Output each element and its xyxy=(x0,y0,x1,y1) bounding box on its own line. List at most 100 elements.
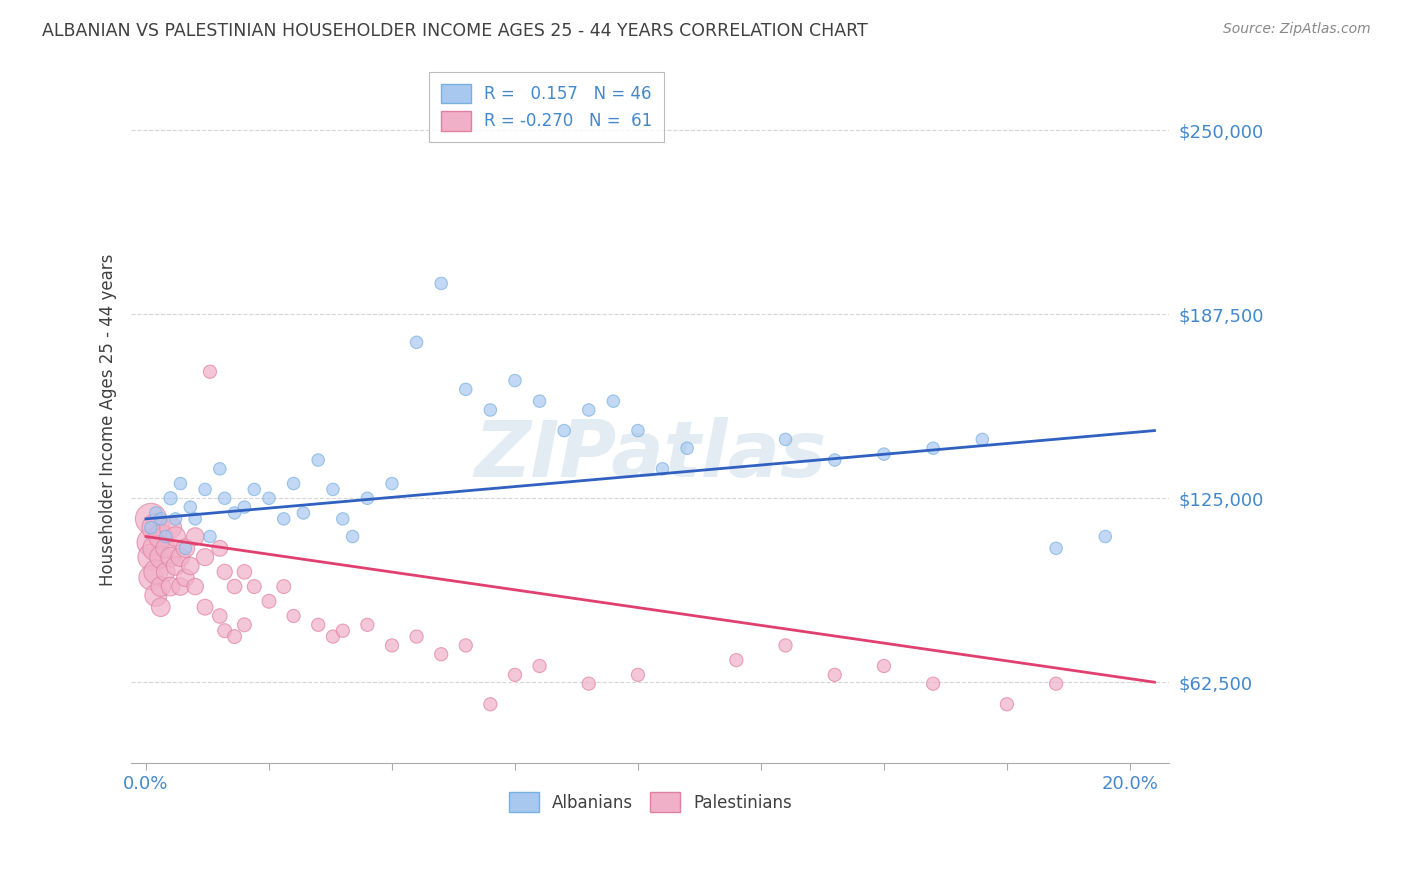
Point xyxy=(1045,541,1067,556)
Point xyxy=(922,442,945,456)
Point xyxy=(479,403,502,417)
Point xyxy=(165,558,187,573)
Legend: Albanians, Palestinians: Albanians, Palestinians xyxy=(496,780,803,823)
Point xyxy=(356,617,378,632)
Point xyxy=(454,639,477,653)
Point xyxy=(208,462,231,476)
Point xyxy=(165,529,187,543)
Point xyxy=(454,383,477,397)
Point xyxy=(356,491,378,506)
Point xyxy=(824,453,846,467)
Point xyxy=(332,512,354,526)
Point xyxy=(257,491,280,506)
Point xyxy=(224,630,246,644)
Point xyxy=(824,668,846,682)
Point xyxy=(179,558,201,573)
Point xyxy=(194,550,217,565)
Point xyxy=(139,571,162,585)
Point xyxy=(257,594,280,608)
Point xyxy=(174,571,197,585)
Point xyxy=(342,529,364,543)
Point xyxy=(273,512,295,526)
Point xyxy=(169,580,191,594)
Point xyxy=(479,698,502,712)
Point xyxy=(381,476,404,491)
Point xyxy=(322,630,344,644)
Point xyxy=(145,541,167,556)
Point xyxy=(165,512,187,526)
Point xyxy=(145,588,167,602)
Point xyxy=(292,506,315,520)
Text: ZIPatlas: ZIPatlas xyxy=(474,417,827,492)
Point xyxy=(159,580,181,594)
Point xyxy=(198,365,221,379)
Point xyxy=(149,600,172,615)
Point xyxy=(214,565,236,579)
Point xyxy=(149,529,172,543)
Point xyxy=(208,609,231,624)
Point xyxy=(233,500,256,514)
Point xyxy=(155,565,177,579)
Point xyxy=(430,277,453,291)
Point xyxy=(775,433,797,447)
Point xyxy=(972,433,994,447)
Point xyxy=(602,394,624,409)
Point xyxy=(208,541,231,556)
Point xyxy=(995,698,1018,712)
Point xyxy=(332,624,354,638)
Point xyxy=(578,676,600,690)
Point xyxy=(159,521,181,535)
Point xyxy=(529,394,551,409)
Point xyxy=(145,565,167,579)
Point xyxy=(224,506,246,520)
Point xyxy=(214,491,236,506)
Point xyxy=(243,580,266,594)
Point xyxy=(651,462,673,476)
Point xyxy=(873,447,896,461)
Point xyxy=(1045,676,1067,690)
Point xyxy=(775,639,797,653)
Point xyxy=(322,483,344,497)
Point xyxy=(139,512,162,526)
Point xyxy=(627,668,650,682)
Point xyxy=(149,580,172,594)
Point xyxy=(155,541,177,556)
Point xyxy=(174,541,197,556)
Text: Source: ZipAtlas.com: Source: ZipAtlas.com xyxy=(1223,22,1371,37)
Point xyxy=(381,639,404,653)
Point xyxy=(198,529,221,543)
Point xyxy=(174,541,197,556)
Point xyxy=(283,609,305,624)
Text: ALBANIAN VS PALESTINIAN HOUSEHOLDER INCOME AGES 25 - 44 YEARS CORRELATION CHART: ALBANIAN VS PALESTINIAN HOUSEHOLDER INCO… xyxy=(42,22,868,40)
Point xyxy=(194,600,217,615)
Point xyxy=(233,565,256,579)
Point xyxy=(243,483,266,497)
Point xyxy=(224,580,246,594)
Point xyxy=(676,442,699,456)
Point xyxy=(145,506,167,520)
Point xyxy=(184,580,207,594)
Point xyxy=(233,617,256,632)
Point xyxy=(1094,529,1116,543)
Point xyxy=(194,483,217,497)
Point xyxy=(184,529,207,543)
Point xyxy=(283,476,305,491)
Point xyxy=(405,630,427,644)
Point xyxy=(169,476,191,491)
Point xyxy=(139,550,162,565)
Point xyxy=(184,512,207,526)
Point xyxy=(139,521,162,535)
Point xyxy=(145,521,167,535)
Point xyxy=(725,653,748,667)
Point xyxy=(405,335,427,350)
Point xyxy=(159,550,181,565)
Point xyxy=(553,424,575,438)
Point xyxy=(627,424,650,438)
Point xyxy=(922,676,945,690)
Point xyxy=(529,659,551,673)
Point xyxy=(430,647,453,661)
Point xyxy=(307,617,329,632)
Y-axis label: Householder Income Ages 25 - 44 years: Householder Income Ages 25 - 44 years xyxy=(100,254,117,586)
Point xyxy=(149,512,172,526)
Point xyxy=(149,550,172,565)
